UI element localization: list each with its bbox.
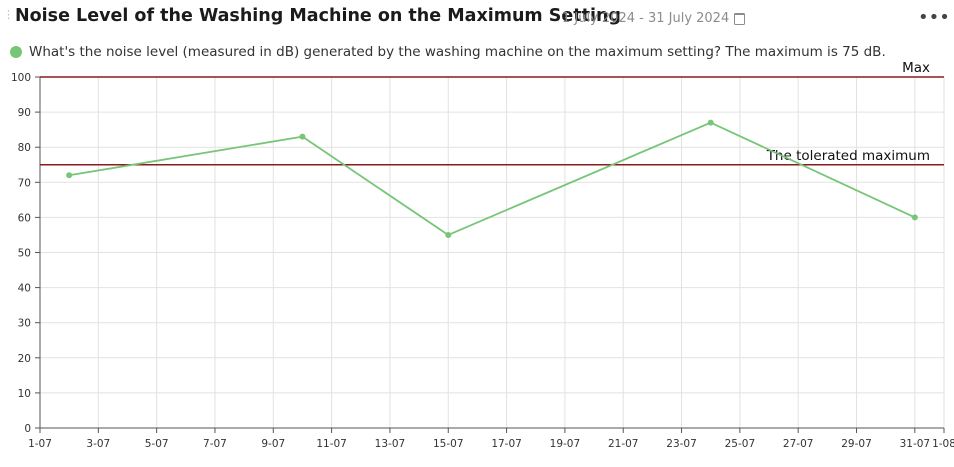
x-tick-label: 29-07 [841, 438, 872, 450]
y-tick-label: 100 [11, 72, 31, 84]
x-tick-label: 17-07 [491, 438, 522, 450]
y-tick-label: 90 [18, 107, 31, 119]
chart-title: Noise Level of the Washing Machine on th… [15, 6, 621, 26]
date-range-picker[interactable]: 1 July 2024 - 31 July 2024 [562, 11, 746, 26]
legend-label: What's the noise level (measured in dB) … [29, 44, 886, 60]
data-point [707, 119, 714, 126]
x-tick-label: 15-07 [433, 438, 464, 450]
data-point [299, 133, 306, 140]
data-point [66, 172, 73, 179]
date-range-label: 1 July 2024 - 31 July 2024 [562, 11, 730, 26]
y-tick-label: 40 [18, 283, 31, 295]
y-tick-label: 10 [18, 388, 31, 400]
x-tick-label: 5-07 [145, 438, 169, 450]
y-tick-label: 50 [18, 248, 31, 260]
x-tick-label: 27-07 [783, 438, 814, 450]
x-tick-label: 11-07 [316, 438, 347, 450]
calendar-icon[interactable] [734, 12, 746, 25]
data-point [911, 214, 918, 221]
x-tick-label: 9-07 [261, 438, 285, 450]
x-tick-label: 7-07 [203, 438, 227, 450]
x-tick-label: 31-07 [900, 438, 931, 450]
x-tick-label: 25-07 [725, 438, 756, 450]
x-tick-label: 21-07 [608, 438, 639, 450]
chart-header: ⋮⋮ Noise Level of the Washing Machine on… [0, 0, 954, 38]
series-line [69, 121, 916, 236]
x-tick-label: 1-07 [28, 438, 52, 450]
chart-legend[interactable]: What's the noise level (measured in dB) … [10, 44, 886, 60]
x-tick-label: 23-07 [666, 438, 697, 450]
threshold-label: Max [902, 60, 930, 76]
legend-marker [10, 46, 22, 58]
y-tick-label: 80 [18, 142, 31, 154]
y-tick-label: 70 [18, 177, 31, 189]
y-tick-label: 0 [24, 423, 31, 435]
x-tick-label: 1-08 [932, 438, 954, 450]
data-point [445, 231, 452, 238]
x-tick-label: 13-07 [375, 438, 406, 450]
x-tick-label: 3-07 [86, 438, 110, 450]
y-tick-label: 30 [18, 318, 31, 330]
threshold-label: The tolerated maximum [766, 148, 930, 164]
y-tick-label: 20 [18, 353, 31, 365]
y-tick-label: 60 [18, 212, 31, 224]
x-tick-label: 19-07 [550, 438, 581, 450]
